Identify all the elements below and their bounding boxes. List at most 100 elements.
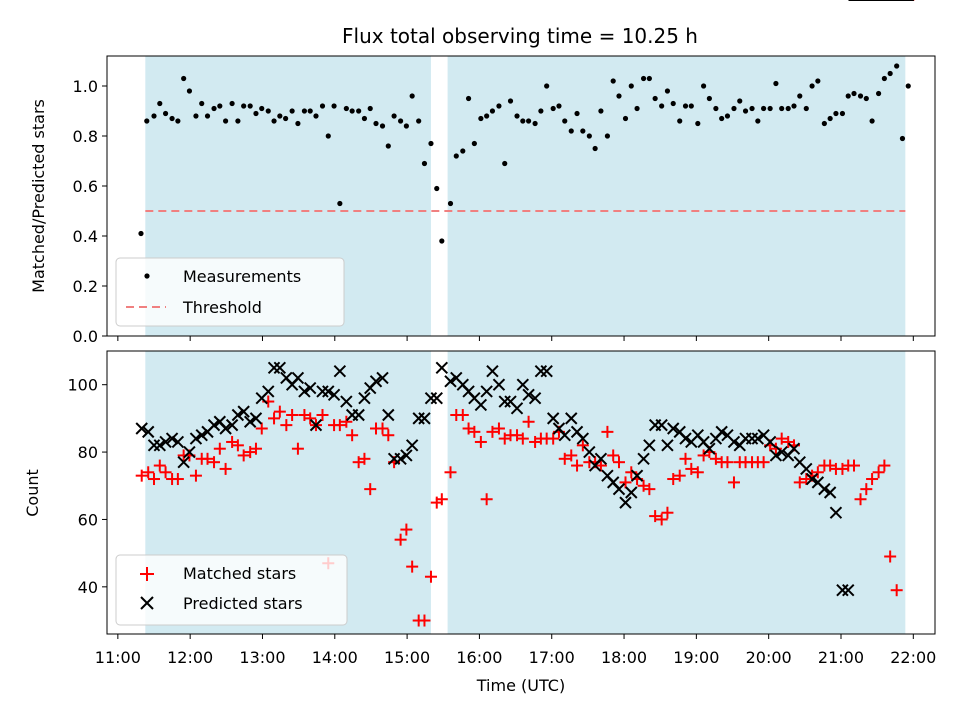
measurement-point <box>295 120 301 127</box>
measurement-point <box>797 93 803 99</box>
predicted-star-point-b <box>400 449 413 462</box>
predicted-star-point <box>159 435 172 449</box>
measurement-point <box>471 140 477 147</box>
measurement-point <box>670 100 676 107</box>
top-x-ticks <box>117 336 914 341</box>
predicted-star-point <box>273 361 287 375</box>
matched-star-point <box>444 466 457 479</box>
predicted-star-point-b <box>280 371 293 385</box>
predicted-star-point-b <box>492 378 506 391</box>
predicted-star-point <box>183 445 196 459</box>
matched-star-point <box>769 442 782 455</box>
predicted-star-point-b <box>565 412 578 425</box>
predicted-star-point-b <box>376 371 389 385</box>
predicted-star-point <box>565 412 578 425</box>
measurement-point <box>385 143 391 149</box>
measurement-point <box>688 103 694 109</box>
predicted-star-point-b <box>309 418 323 432</box>
legend-measurements-marker <box>144 273 150 279</box>
predicted-star-point <box>153 439 166 452</box>
x-tick-label: 19:00 <box>673 648 719 667</box>
predicted-star-point <box>333 365 347 378</box>
predicted-star-point-b <box>480 385 493 398</box>
predicted-star-point-b <box>601 469 614 482</box>
predicted-star-point-b <box>291 371 305 385</box>
matched-star-point <box>208 456 221 469</box>
measurement-point <box>247 103 253 109</box>
predicted-star-point <box>594 452 608 466</box>
predicted-star-point-b <box>534 365 548 378</box>
matched-star-point <box>418 614 431 627</box>
predicted-star-point <box>836 583 849 597</box>
matched-star-point <box>406 560 419 573</box>
predicted-star-point-b <box>225 418 239 432</box>
top-shade-band-1 <box>447 56 906 336</box>
measurement-point <box>532 120 538 127</box>
predicted-star-point <box>667 422 680 435</box>
predicted-star-point <box>625 486 638 499</box>
top-y-tick-label: 0.0 <box>73 327 98 346</box>
predicted-star-point-b <box>303 381 317 395</box>
matched-star-point <box>148 473 161 486</box>
predicted-star-point <box>267 361 281 375</box>
matched-star-point <box>201 452 214 465</box>
measurement-point <box>833 110 839 117</box>
predicted-star-point-b <box>715 425 728 439</box>
predicted-star-point-b <box>612 482 626 496</box>
measurement-point <box>271 118 277 124</box>
predicted-star-point <box>352 408 365 422</box>
predicted-star-point <box>444 375 457 388</box>
measurement-point <box>361 115 368 122</box>
predicted-star-point <box>219 422 232 435</box>
top-axes-frame <box>106 55 936 337</box>
predicted-star-point-b <box>219 422 232 435</box>
predicted-star-point-b <box>757 429 770 442</box>
measurement-point <box>367 105 373 112</box>
measurement-point <box>761 105 767 112</box>
top-legend: Measurements Threshold <box>115 257 345 327</box>
predicted-star-point-b <box>558 429 571 442</box>
matched-star-point <box>189 469 202 482</box>
top-y-tick-label: 0.6 <box>73 177 98 196</box>
x-tick-label: 16:00 <box>456 648 502 667</box>
matched-star-point <box>612 456 625 469</box>
predicted-star-point <box>327 388 341 402</box>
measurement-point <box>742 108 749 114</box>
measurement-point <box>646 75 652 82</box>
predicted-star-point-b <box>273 361 287 375</box>
predicted-star-point-b <box>510 402 524 415</box>
predicted-star-point <box>249 412 263 425</box>
matched-star-point <box>673 469 686 482</box>
measurement-point <box>586 133 592 139</box>
predicted-star-point <box>818 482 831 496</box>
predicted-star-point-b <box>800 462 813 476</box>
predicted-star-point <box>829 506 843 519</box>
matched-star-point <box>213 442 226 455</box>
predicted-star-point <box>775 445 788 459</box>
measurement-point <box>204 113 211 119</box>
measurement-point <box>821 120 827 127</box>
measurement-point <box>857 93 864 99</box>
legend-predicted-label: Predicted stars <box>183 594 303 613</box>
measurement-point <box>845 93 851 99</box>
measurement-point <box>144 118 150 124</box>
predicted-star-point <box>745 432 759 445</box>
measurement-point <box>514 113 520 119</box>
predicted-star-point <box>763 435 777 449</box>
measurement-point <box>785 105 791 112</box>
predicted-star-point-b <box>637 452 650 466</box>
predicted-star-point <box>376 371 389 385</box>
predicted-star-point-b <box>462 385 475 398</box>
predicted-star-point <box>177 455 190 469</box>
predicted-star-point-b <box>594 452 608 466</box>
measurement-point <box>791 103 797 109</box>
x-tick-label: 18:00 <box>601 648 647 667</box>
predicted-star-point-b <box>340 395 353 408</box>
matched-star-point <box>358 452 371 465</box>
matched-star-point <box>685 462 698 475</box>
predicted-star-point <box>486 365 499 378</box>
bottom-x-ticks: 11:00 12:00 13:00 14:00 15:00 16:00 17:00 18:00… <box>95 634 936 667</box>
measurement-point <box>580 128 586 134</box>
top-shaded-intervals <box>145 56 906 336</box>
matched-star-point <box>860 483 873 496</box>
